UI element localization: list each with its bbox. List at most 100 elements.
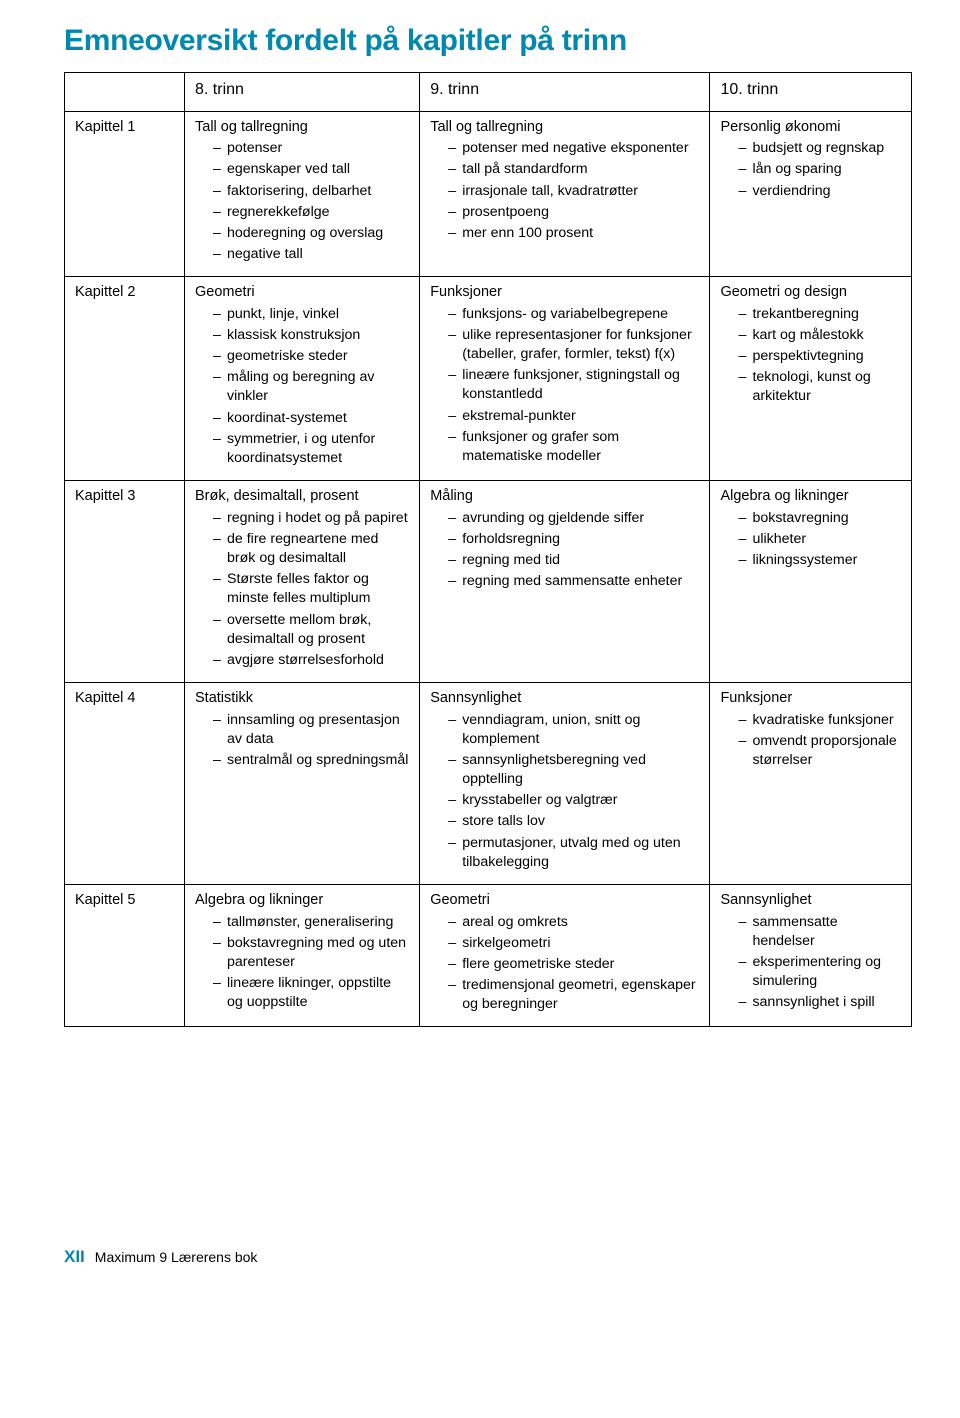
list-item: sirkelgeometri xyxy=(448,934,699,953)
cell-list: trekantberegning kart og målestokk perspek… xyxy=(720,305,901,407)
list-item: negative tall xyxy=(213,245,409,264)
cell-r4c2: Sannsynlighet venndiagram, union, snitt … xyxy=(420,683,710,885)
list-item: bokstavregning xyxy=(738,509,901,528)
cell-r1c1: Tall og tallregning potenser egenskaper v… xyxy=(185,111,420,277)
book-title: Maximum 9 Lærerens bok xyxy=(95,1249,258,1265)
list-item: koordinat-systemet xyxy=(213,409,409,428)
list-item: avrunding og gjeldende siffer xyxy=(448,509,699,528)
cell-list: innsamling og presentasjon av datasentra… xyxy=(195,711,409,771)
list-item: avgjøre størrelsesforhold xyxy=(213,651,409,670)
cell-list: potenser med negative eksponenter tall på… xyxy=(430,139,699,243)
cell-r2c1: Geometri punkt, linje, vinkel klassisk ko… xyxy=(185,277,420,481)
list-item: budsjett og regnskap xyxy=(738,139,901,158)
cell-title: Funksjoner xyxy=(430,283,699,303)
list-item: flere geometriske steder xyxy=(448,955,699,974)
cell-title: Brøk, desimaltall, prosent xyxy=(195,487,409,507)
list-item: bokstavregning med og uten parenteser xyxy=(213,934,409,972)
list-item: likningssystemer xyxy=(738,551,901,570)
list-item: verdiendring xyxy=(738,182,901,201)
list-item: trekantberegning xyxy=(738,305,901,324)
cell-title: Tall og tallregning xyxy=(430,118,699,138)
page-title: Emneoversikt fordelt på kapitler på trin… xyxy=(64,24,912,58)
list-item: venndiagram, union, snitt og komplement xyxy=(448,711,699,749)
cell-title: Algebra og likninger xyxy=(720,487,901,507)
list-item: ekstremal-punkter xyxy=(448,407,699,426)
list-item: ulikheter xyxy=(738,530,901,549)
cell-list: kvadratiske funksjoner omvendt proporsjon… xyxy=(720,711,901,771)
table-row-1: Kapittel 1 Tall og tallregning potensere… xyxy=(65,111,912,277)
cell-list: bokstavregning ulikheter likningssystemer xyxy=(720,509,901,571)
cell-r1c2: Tall og tallregning potenser med negativ… xyxy=(420,111,710,277)
cell-r2c3: Geometri og design trekantberegning kart … xyxy=(710,277,912,481)
list-item: forholdsregning xyxy=(448,530,699,549)
cell-title: Sannsynlighet xyxy=(430,689,699,709)
list-item: lineære funksjoner, stigningstall og kon… xyxy=(448,366,699,404)
page-footer: XII Maximum 9 Lærerens bok xyxy=(64,1247,912,1267)
list-item: hoderegning og overslag xyxy=(213,224,409,243)
cell-r3c2: Måling avrunding og gjeldende sifferforh… xyxy=(420,481,710,683)
list-item: lån og sparing xyxy=(738,160,901,179)
cell-title: Personlig økonomi xyxy=(720,118,901,138)
list-item: omvendt proporsjonale størrelser xyxy=(738,732,901,770)
list-item: krysstabeller og valgtrær xyxy=(448,791,699,810)
list-item: punkt, linje, vinkel xyxy=(213,305,409,324)
list-item: Største felles faktor og minste felles m… xyxy=(213,570,409,608)
list-item: klassisk konstruksjon xyxy=(213,326,409,345)
book-subtitle: Lærerens bok xyxy=(171,1249,257,1265)
cell-title: Geometri og design xyxy=(720,283,901,303)
list-item: sannsynlighet i spill xyxy=(738,993,901,1012)
list-item: prosentpoeng xyxy=(448,203,699,222)
table-row-4: Kapittel 4 Statistikk innsamling og pres… xyxy=(65,683,912,885)
chapter-label-2: Kapittel 2 xyxy=(65,277,185,481)
cell-list: funksjons- og variabel­begrepene ulike re… xyxy=(430,305,699,466)
list-item: geometriske steder xyxy=(213,347,409,366)
list-item: måling og beregning av vinkler xyxy=(213,368,409,406)
list-item: sammensatte hendelser xyxy=(738,913,901,951)
cell-r1c3: Personlig økonomi budsjett og regnskap lå… xyxy=(710,111,912,277)
page-number: XII xyxy=(64,1247,85,1267)
header-col-2: 9. trinn xyxy=(420,73,710,112)
list-item: regning med sammensatte enheter xyxy=(448,572,699,591)
list-item: potenser med negative eksponenter xyxy=(448,139,699,158)
list-item: kvadratiske funksjoner xyxy=(738,711,901,730)
list-item: teknologi, kunst og arkitektur xyxy=(738,368,901,406)
curriculum-table: 8. trinn 9. trinn 10. trinn Kapittel 1 T… xyxy=(64,72,912,1027)
cell-r5c1: Algebra og likninger tallmønster, genera… xyxy=(185,885,420,1027)
cell-r4c3: Funksjoner kvadratiske funksjoner omvendt… xyxy=(710,683,912,885)
list-item: funksjons- og variabel­begrepene xyxy=(448,305,699,324)
cell-title: Funksjoner xyxy=(720,689,901,709)
list-item: sannsynlighets­beregning ved opptelling xyxy=(448,751,699,789)
list-item: tallmønster, generalisering xyxy=(213,913,409,932)
chapter-label-3: Kapittel 3 xyxy=(65,481,185,683)
table-header-row: 8. trinn 9. trinn 10. trinn xyxy=(65,73,912,112)
table-row-2: Kapittel 2 Geometri punkt, linje, vinkel… xyxy=(65,277,912,481)
list-item: faktorisering, delbarhet xyxy=(213,182,409,201)
cell-list: potenser egenskaper ved tall faktorisering… xyxy=(195,139,409,264)
cell-r5c3: Sannsynlighet sammensatte hendelserekspe… xyxy=(710,885,912,1027)
list-item: potenser xyxy=(213,139,409,158)
list-item: regning med tid xyxy=(448,551,699,570)
list-item: egenskaper ved tall xyxy=(213,160,409,179)
header-col-3: 10. trinn xyxy=(710,73,912,112)
list-item: kart og målestokk xyxy=(738,326,901,345)
list-item: ulike representasjoner for funksjoner (t… xyxy=(448,326,699,364)
list-item: mer enn 100 prosent xyxy=(448,224,699,243)
cell-list: budsjett og regnskap lån og sparing verdie… xyxy=(720,139,901,201)
cell-r5c2: Geometri areal og omkretssirkelgeometrif… xyxy=(420,885,710,1027)
list-item: permutasjoner, utvalg med og uten tilbak… xyxy=(448,834,699,872)
cell-list: tallmønster, generalisering bokstavregnin… xyxy=(195,913,409,1013)
list-item: regning i hodet og på papiret xyxy=(213,509,409,528)
cell-title: Algebra og likninger xyxy=(195,891,409,911)
cell-title: Geometri xyxy=(195,283,409,303)
chapter-label-5: Kapittel 5 xyxy=(65,885,185,1027)
page: Emneoversikt fordelt på kapitler på trin… xyxy=(0,0,960,1291)
cell-title: Tall og tallregning xyxy=(195,118,409,138)
cell-r3c3: Algebra og likninger bokstavregning ulikh… xyxy=(710,481,912,683)
list-item: tall på standardform xyxy=(448,160,699,179)
table-row-3: Kapittel 3 Brøk, desimaltall, prosent re… xyxy=(65,481,912,683)
cell-r2c2: Funksjoner funksjons- og variabel­begrep… xyxy=(420,277,710,481)
list-item: innsamling og presentasjon av data xyxy=(213,711,409,749)
list-item: perspektivtegning xyxy=(738,347,901,366)
cell-r3c1: Brøk, desimaltall, prosent regning i hod… xyxy=(185,481,420,683)
list-item: eksperimentering og simulering xyxy=(738,953,901,991)
